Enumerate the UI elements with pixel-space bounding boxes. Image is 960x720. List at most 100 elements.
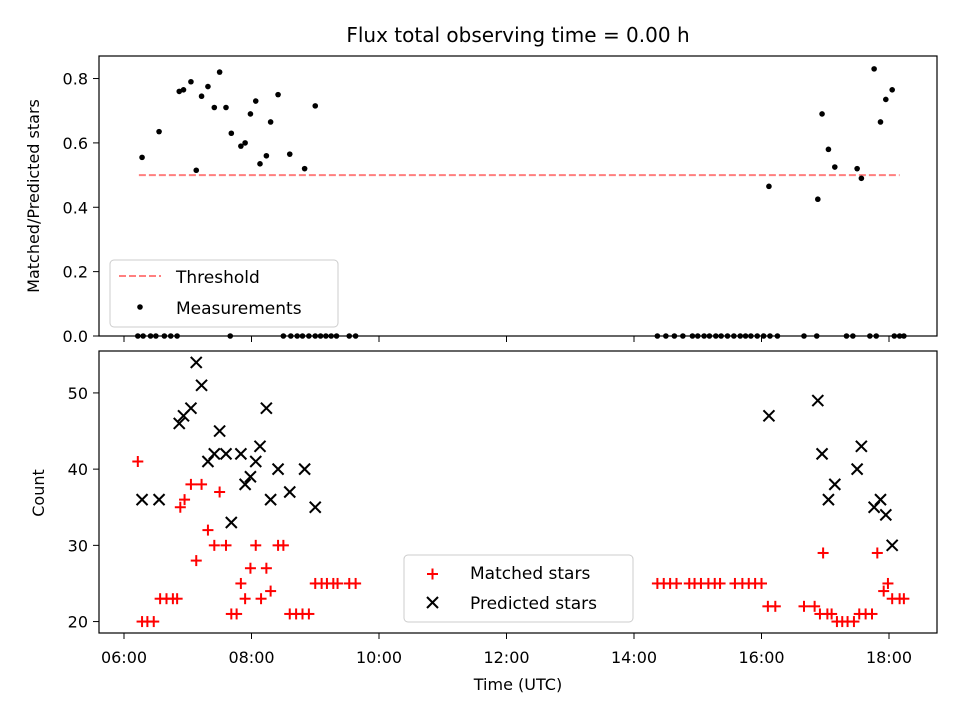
bottom-y-tick-label: 40 xyxy=(68,460,88,479)
measurement-point xyxy=(883,96,889,103)
measurement-point xyxy=(825,146,832,153)
matched-star-point xyxy=(671,577,682,589)
matched-star-point xyxy=(231,608,243,620)
bottom-x-tick-label: 14:00 xyxy=(611,648,657,667)
predicted-legend-label: Predicted stars xyxy=(470,594,597,614)
measurement-point xyxy=(228,130,235,137)
matched-star-point xyxy=(171,593,183,605)
matched-legend-label: Matched stars xyxy=(470,564,590,584)
predicted-star-point xyxy=(173,417,186,430)
matched-star-point xyxy=(826,608,838,620)
matched-star-point xyxy=(260,562,272,574)
measurement-point xyxy=(139,154,145,161)
predicted-star-point xyxy=(238,478,252,491)
top-panel: 0.00.20.40.60.8 Matched/Predicted stars … xyxy=(24,55,938,346)
matched-star-point xyxy=(148,616,160,628)
bottom-y-tick-label: 20 xyxy=(68,613,88,632)
top-legend-box xyxy=(109,259,339,328)
predicted-star-point xyxy=(874,493,887,506)
measurement-point xyxy=(180,86,187,93)
bottom-axes-frame xyxy=(98,350,938,634)
matched-star-point xyxy=(202,524,214,536)
top-y-tick-label: 0.6 xyxy=(63,134,88,153)
top-legend: Threshold Measurements xyxy=(109,259,339,328)
bottom-x-tick-label: 08:00 xyxy=(228,648,274,667)
measurement-point xyxy=(257,161,263,167)
matched-star-point xyxy=(882,577,894,589)
matched-star-point xyxy=(898,593,910,605)
measurements-legend-label: Measurements xyxy=(176,299,302,319)
measurement-point xyxy=(223,104,229,111)
matched-star-point xyxy=(190,555,202,567)
predicted-star-point xyxy=(195,379,208,392)
measurement-point xyxy=(238,143,244,149)
measurement-point xyxy=(198,93,205,100)
matched-star-point xyxy=(220,539,232,551)
measurement-point xyxy=(858,175,865,182)
matched-star-point xyxy=(866,608,878,620)
predicted-star-point xyxy=(822,493,835,506)
predicted-star-point xyxy=(879,508,893,522)
predicted-star-point xyxy=(298,462,311,476)
measurement-point xyxy=(242,140,248,146)
predicted-star-point xyxy=(225,516,238,529)
x-axis-label: Time (UTC) xyxy=(473,675,562,694)
predicted-legend-swatch xyxy=(426,596,439,609)
matched-star-point xyxy=(756,577,767,589)
measurement-point xyxy=(815,196,821,203)
predicted-star-point xyxy=(219,447,233,461)
measurement-point xyxy=(188,78,194,85)
matched-star-point xyxy=(798,600,810,612)
measurement-point xyxy=(267,119,274,125)
matched-star-point xyxy=(878,585,890,597)
bottom-y-tick-label: 50 xyxy=(68,384,88,403)
bottom-x-tick-label: 16:00 xyxy=(738,648,784,667)
matched-star-point xyxy=(250,539,262,551)
predicted-star-point xyxy=(850,462,864,476)
predicted-star-point xyxy=(271,462,285,476)
measurement-point xyxy=(252,98,259,104)
top-y-tick-label: 0.0 xyxy=(63,327,88,346)
measurement-point xyxy=(216,69,223,75)
bottom-y-tick-label: 30 xyxy=(68,536,88,555)
matched-star-point xyxy=(817,547,829,559)
bottom-legend: Matched stars Predicted stars xyxy=(403,554,634,623)
predicted-star-point xyxy=(208,447,221,461)
predicted-star-point xyxy=(828,478,842,491)
top-y-tick-label: 0.4 xyxy=(63,198,88,217)
bottom-x-tick-label: 10:00 xyxy=(356,648,402,667)
measurements-legend-swatch xyxy=(137,304,143,310)
bottom-y-axis-label: Count xyxy=(29,469,48,517)
matched-star-point xyxy=(235,577,247,589)
predicted-star-point xyxy=(184,401,198,415)
measurement-point xyxy=(193,167,200,174)
predicted-star-point xyxy=(855,440,868,453)
matched-legend-swatch xyxy=(427,568,438,580)
measurement-point xyxy=(156,128,162,135)
matched-star-point xyxy=(132,456,144,468)
measurement-point xyxy=(877,119,884,125)
matched-star-point xyxy=(185,478,197,490)
predicted-star-point xyxy=(815,447,829,461)
top-ticks: 0.0 0.2 0.4 0.6 0.8 xyxy=(63,70,890,346)
predicted-star-point xyxy=(283,485,296,499)
matched-star-point xyxy=(871,547,883,559)
measurement-point xyxy=(819,111,825,117)
bottom-legend-box xyxy=(403,554,634,623)
measurement-point xyxy=(205,83,211,90)
predicted-star-point xyxy=(885,539,899,552)
matched-star-point xyxy=(303,608,315,620)
matched-star-point xyxy=(332,577,344,589)
matched-star-point xyxy=(848,616,860,628)
measurement-point xyxy=(871,66,877,72)
matched-star-point xyxy=(179,494,191,506)
matched-star-point xyxy=(277,539,289,551)
matched-star-point xyxy=(196,478,208,490)
measurement-point xyxy=(263,152,270,159)
matched-star-point xyxy=(714,577,726,589)
measurement-point xyxy=(889,86,895,93)
measurement-point xyxy=(312,103,319,109)
predicted-star-point xyxy=(213,424,226,438)
matched-star-point xyxy=(350,577,362,589)
